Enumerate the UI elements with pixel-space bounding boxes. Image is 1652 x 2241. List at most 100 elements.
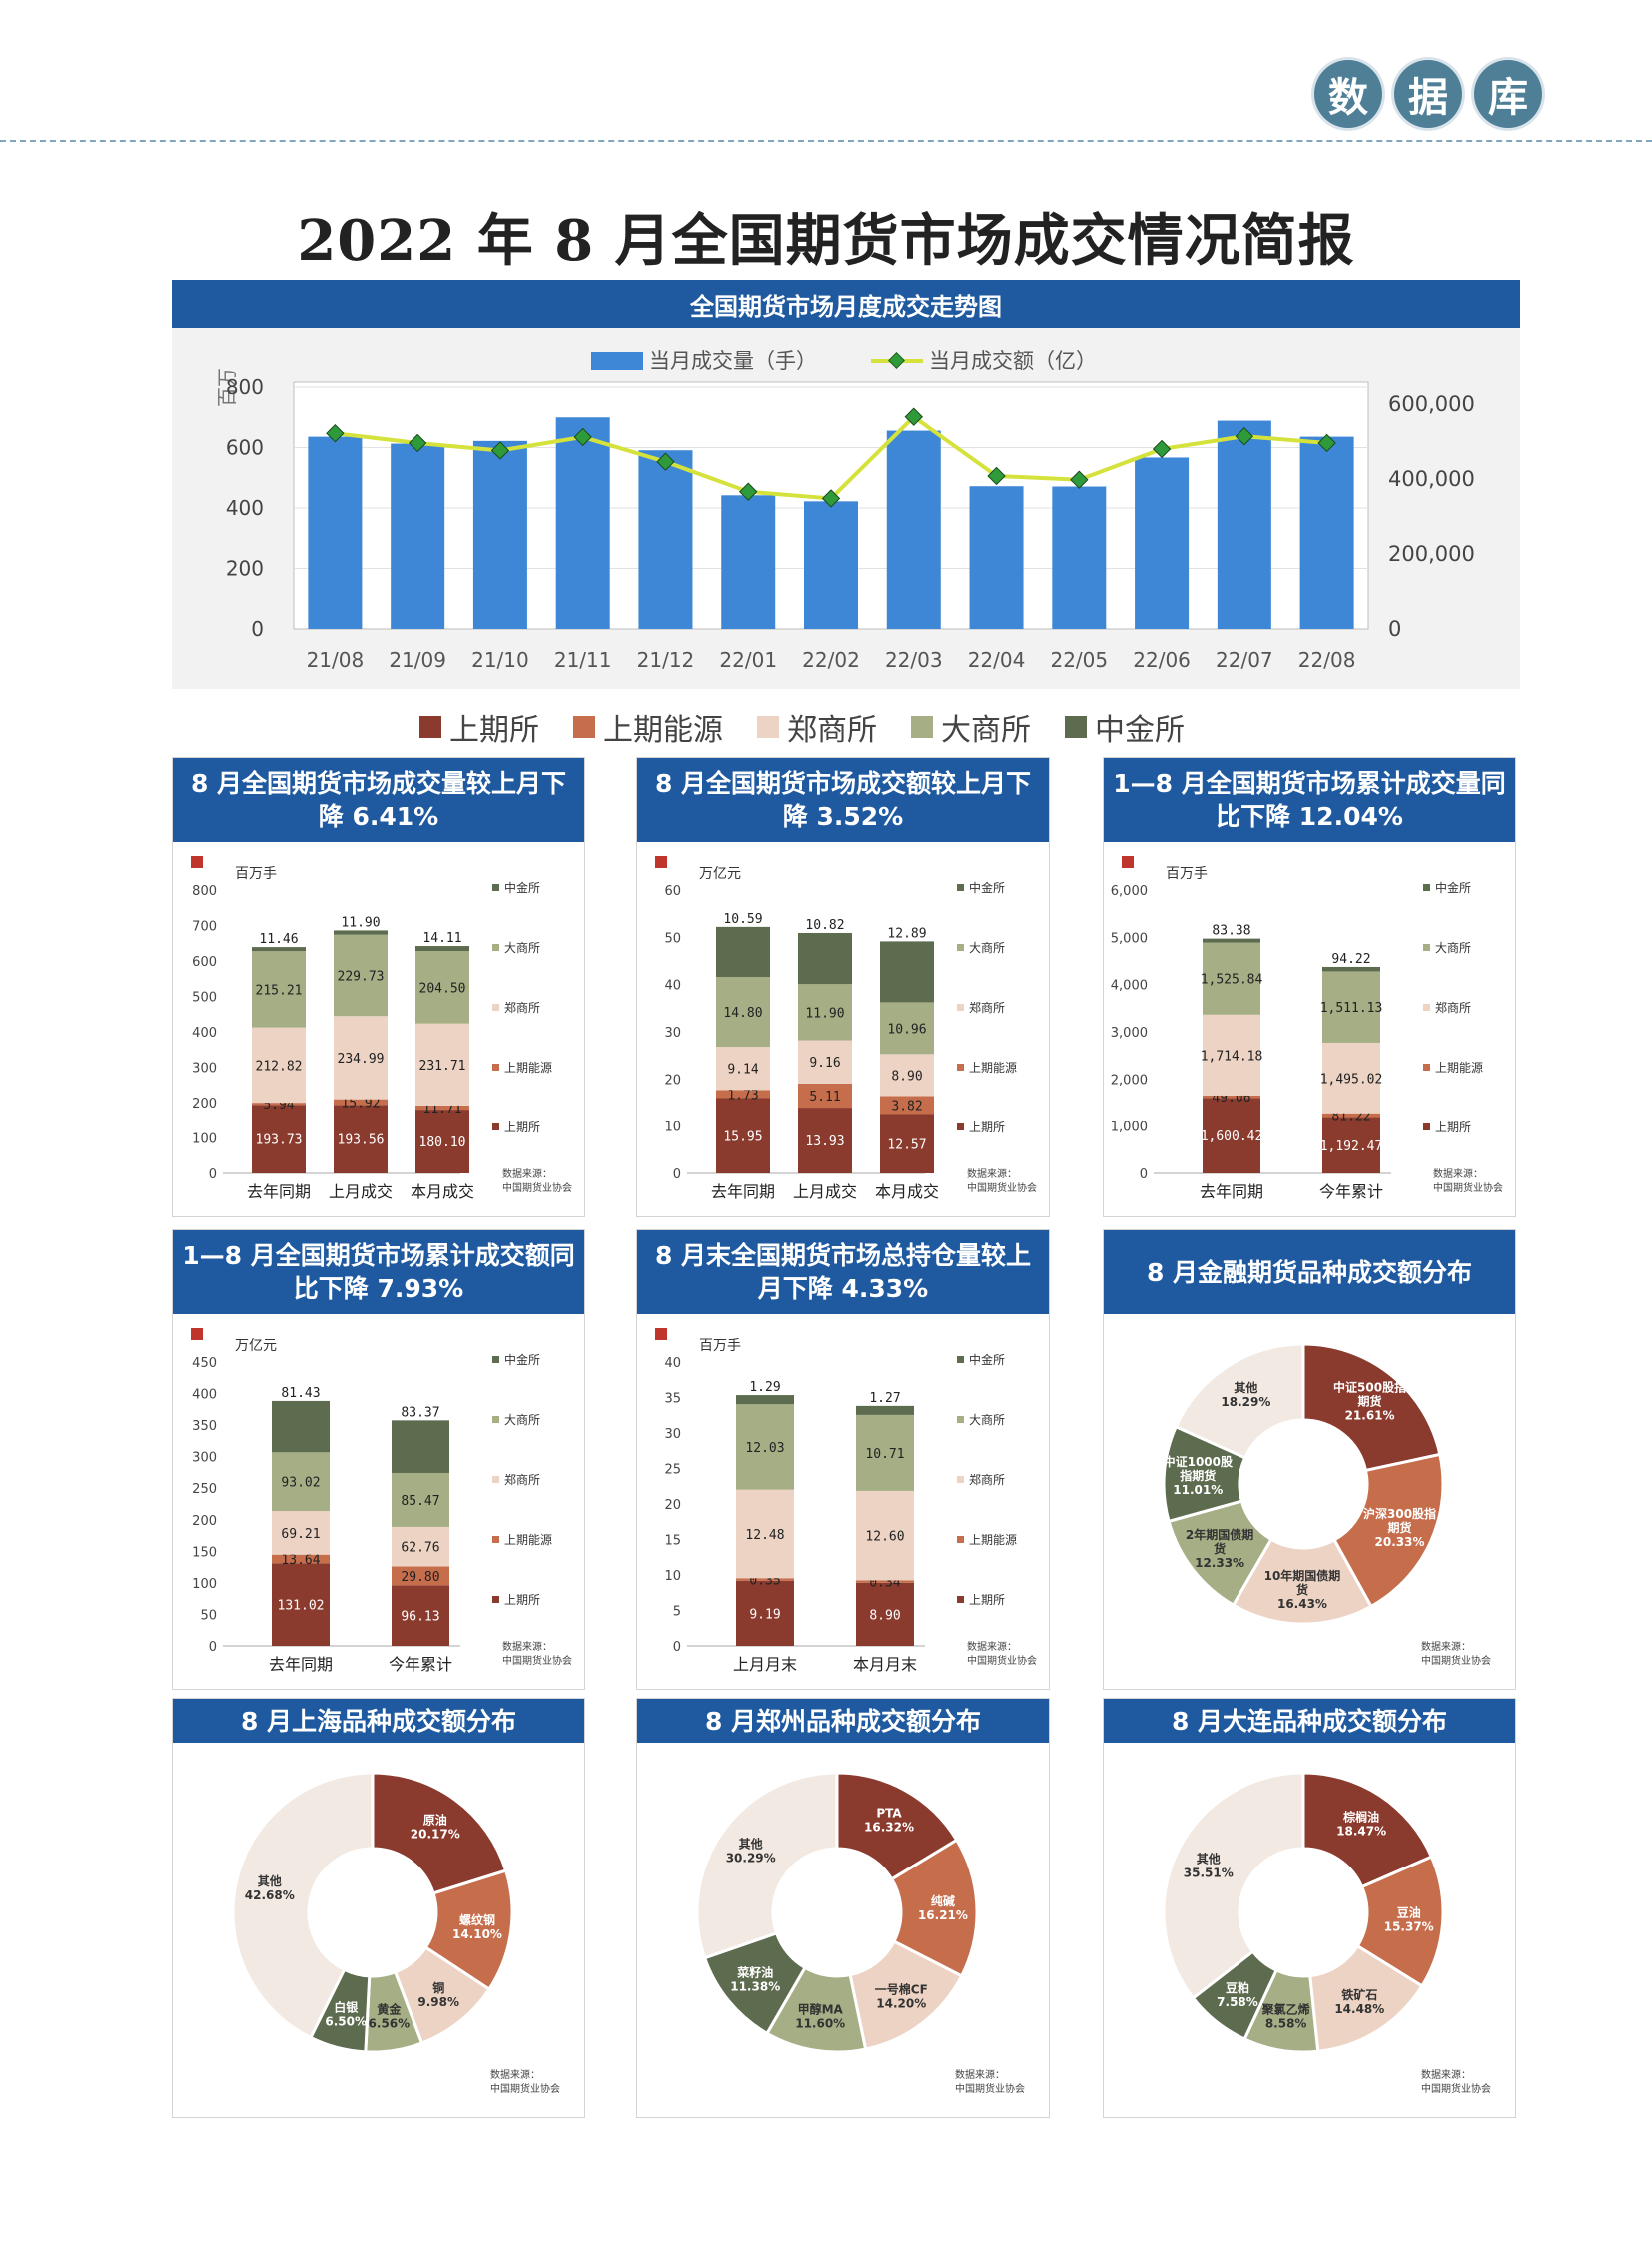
x-tick-label: 21/11 <box>554 648 612 672</box>
slice-label: 中证1000股 <box>1164 1454 1234 1469</box>
slice-percent: 20.17% <box>411 1828 460 1842</box>
section-badges: 数 据 库 <box>1314 60 1542 128</box>
y-tick-label: 15 <box>664 1534 681 1549</box>
stack-segment <box>798 1040 852 1084</box>
legend-label: 上期所 <box>969 1120 1005 1134</box>
unit-label: 万亿元 <box>699 866 741 882</box>
unit-label: 百万手 <box>235 866 277 882</box>
slice-percent: 16.21% <box>918 1908 968 1922</box>
donut-slice <box>371 1771 508 1895</box>
source-org: 中国期货业协会 <box>502 1181 572 1194</box>
unit-label: 百万手 <box>1166 866 1208 882</box>
legend-swatch <box>492 944 499 951</box>
legend-swatch <box>1065 716 1087 738</box>
amount-point <box>656 452 675 471</box>
donut-slice <box>695 1771 839 1960</box>
panel-body: 万亿元 0 10 20 30 40 50 60 15.95 1.73 9.14 14.80 10.59 去… <box>637 842 1049 1216</box>
y-tick-label: 10 <box>664 1120 681 1135</box>
y-tick-label: 300 <box>192 1451 217 1466</box>
data-label: 15.95 <box>723 1129 762 1144</box>
amount-point <box>1070 470 1089 489</box>
y-tick-label: 20 <box>664 1498 681 1513</box>
legend-swatch <box>492 1596 499 1603</box>
source-label: 数据来源： <box>1421 2068 1471 2081</box>
stack-segment <box>415 946 469 952</box>
stack-segment <box>798 984 852 1041</box>
slice-percent: 30.29% <box>726 1851 776 1865</box>
legend-label: 郑商所 <box>969 1000 1005 1015</box>
exchange-legend: 上期所 上期能源 郑商所 大商所 中金所 <box>419 705 1185 749</box>
data-label: 9.19 <box>749 1607 780 1622</box>
data-label: 1,714.18 <box>1201 1049 1263 1064</box>
x-tick-label: 22/01 <box>719 648 777 672</box>
legend-label: 中金所 <box>504 880 540 895</box>
legend-swatch <box>957 1476 964 1483</box>
x-tick-label: 今年累计 <box>389 1655 452 1674</box>
stack-segment <box>1322 1117 1380 1173</box>
panel-body: 万亿元 0 50 100 150 200 250 300 350 400 450 131.02 13.6… <box>173 1314 584 1689</box>
x-tick-label: 22/05 <box>1050 648 1108 672</box>
panel-header: 8 月上海品种成交额分布 <box>173 1699 584 1743</box>
slice-percent: 16.32% <box>864 1821 914 1835</box>
donut-slice <box>1231 1537 1373 1626</box>
stack-segment <box>252 1027 306 1104</box>
chart-panel: 1—8 月全国期货市场累计成交额同比下降 7.93% 万亿元 0 50 100 150 20… <box>172 1229 585 1690</box>
data-label: 204.50 <box>419 981 466 996</box>
x-tick-label: 22/03 <box>885 648 943 672</box>
panel-chart: 百万手0100200300400500600700800193.735.9421… <box>191 856 572 1201</box>
slice-label: 黄金 <box>377 2002 402 2017</box>
legend-swatch <box>1423 1123 1430 1130</box>
y-tick-label: 0 <box>673 1640 681 1655</box>
legend-label: 大商所 <box>969 1412 1005 1427</box>
panel-header: 8 月郑州品种成交额分布 <box>637 1699 1049 1743</box>
panel-body: 百万手 0 100 200 300 400 500 600 700 800 193.73 5.94 21… <box>173 842 584 1216</box>
data-label: 1.73 <box>727 1088 758 1103</box>
slice-label: 白银 <box>334 2000 359 2015</box>
source-label: 数据来源： <box>1433 1167 1483 1180</box>
slice-percent: 35.51% <box>1184 1866 1234 1879</box>
slice-percent: 6.56% <box>369 2017 411 2031</box>
stack-segment <box>272 1511 330 1555</box>
slice-label: 纯碱 <box>931 1893 955 1908</box>
x-tick-label: 22/08 <box>1298 648 1356 672</box>
stack-segment <box>252 947 306 952</box>
legend-swatch <box>957 1356 964 1363</box>
stack-segment <box>272 1554 330 1564</box>
slice-label: 甲醇MA <box>798 2002 844 2017</box>
y-tick-label: 20 <box>664 1073 681 1088</box>
source-org: 中国期货业协会 <box>1421 2082 1491 2095</box>
source-org: 中国期货业协会 <box>490 2082 560 2095</box>
legend-label: 上期能源 <box>504 1061 552 1075</box>
legend-label: 上期能源 <box>1435 1061 1483 1075</box>
legend-swatch <box>911 716 933 738</box>
panel-body: 原油 20.17% 螺纹钢 14.10% 铜 9.98% 黄金 6.56% 白银 6.50% 其他 4… <box>173 1743 584 2117</box>
data-label: 10.59 <box>723 912 762 927</box>
data-label: 131.02 <box>278 1599 325 1614</box>
x-tick-label: 21/08 <box>307 648 365 672</box>
data-label: 180.10 <box>419 1135 466 1150</box>
data-label: 1,525.84 <box>1201 973 1263 988</box>
y-tick-label: 25 <box>664 1463 681 1478</box>
volume-bar <box>1135 457 1190 629</box>
legend-label: 上期能源 <box>603 713 723 748</box>
y-tick-label: 100 <box>192 1577 217 1592</box>
stack-segment <box>716 1098 770 1173</box>
y-tick-label: 450 <box>192 1356 217 1371</box>
y-tick-label: 600 <box>192 955 217 970</box>
stack-segment <box>1203 938 1260 943</box>
legend-label: 郑商所 <box>1435 1000 1471 1015</box>
slice-percent: 12.33% <box>1195 1556 1244 1570</box>
y-tick-label: 0 <box>209 1167 217 1182</box>
data-label: 9.14 <box>727 1063 758 1078</box>
x-tick-label: 本月成交 <box>875 1182 939 1201</box>
x-tick-label: 21/09 <box>389 648 446 672</box>
stack-segment <box>856 1405 914 1415</box>
data-label: 193.73 <box>256 1133 303 1148</box>
stack-segment <box>392 1420 449 1473</box>
x-tick-label: 上月成交 <box>793 1182 857 1201</box>
stack-segment <box>334 934 388 1017</box>
y-tick-label: 200 <box>192 1097 217 1112</box>
legend-label: 郑商所 <box>504 1000 540 1015</box>
stack-segment <box>252 1105 306 1173</box>
y-tick-label: 40 <box>664 1356 681 1371</box>
